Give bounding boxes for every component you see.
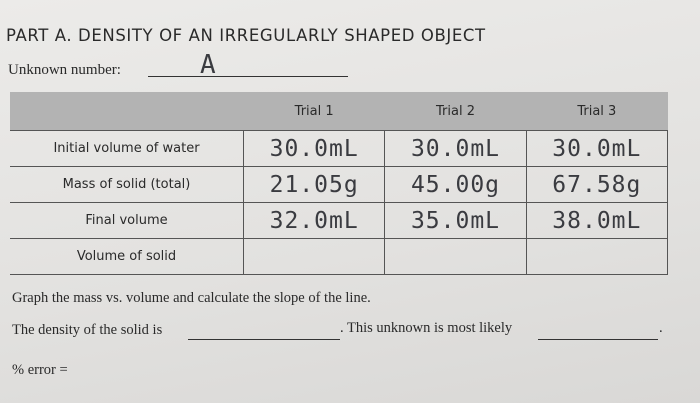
row-label: Volume of solid bbox=[10, 238, 244, 275]
title: PART A. DENSITY OF AN IRREGULARLY SHAPED… bbox=[6, 26, 486, 45]
cell: 30.0mL bbox=[525, 130, 669, 167]
density-prompt: The density of the solid is bbox=[12, 322, 163, 338]
cell: 35.0mL bbox=[384, 202, 527, 239]
cell: 32.0mL bbox=[242, 202, 386, 239]
column-header: Trial 3 bbox=[526, 92, 668, 131]
cell: 67.58g bbox=[525, 166, 669, 203]
cell bbox=[525, 238, 669, 275]
blank-line bbox=[538, 339, 658, 340]
unknown-label: Unknown number: bbox=[8, 62, 121, 78]
data-table: Trial 1 Trial 2 Trial 3 Initial volume o… bbox=[10, 92, 669, 275]
cell: 45.00g bbox=[384, 166, 527, 203]
graph-instruction: Graph the mass vs. volume and calculate … bbox=[12, 290, 371, 306]
unknown-value: A bbox=[200, 50, 217, 80]
cell: 38.0mL bbox=[525, 202, 669, 239]
period: . bbox=[659, 320, 663, 336]
blank-line bbox=[148, 76, 348, 77]
row-label: Initial volume of water bbox=[10, 130, 244, 167]
cell bbox=[242, 238, 386, 275]
likely-prompt: . This unknown is most likely bbox=[340, 320, 513, 336]
cell: 21.05g bbox=[242, 166, 386, 203]
cell: 30.0mL bbox=[242, 130, 386, 167]
blank-line bbox=[188, 339, 340, 340]
header-cell bbox=[10, 92, 244, 131]
column-header: Trial 2 bbox=[384, 92, 527, 131]
row-label: Mass of solid (total) bbox=[10, 166, 244, 203]
column-header: Trial 1 bbox=[243, 92, 385, 131]
error-prompt: % error = bbox=[12, 362, 68, 378]
cell bbox=[384, 238, 527, 275]
cell: 30.0mL bbox=[384, 130, 527, 167]
row-label: Final volume bbox=[10, 202, 244, 239]
